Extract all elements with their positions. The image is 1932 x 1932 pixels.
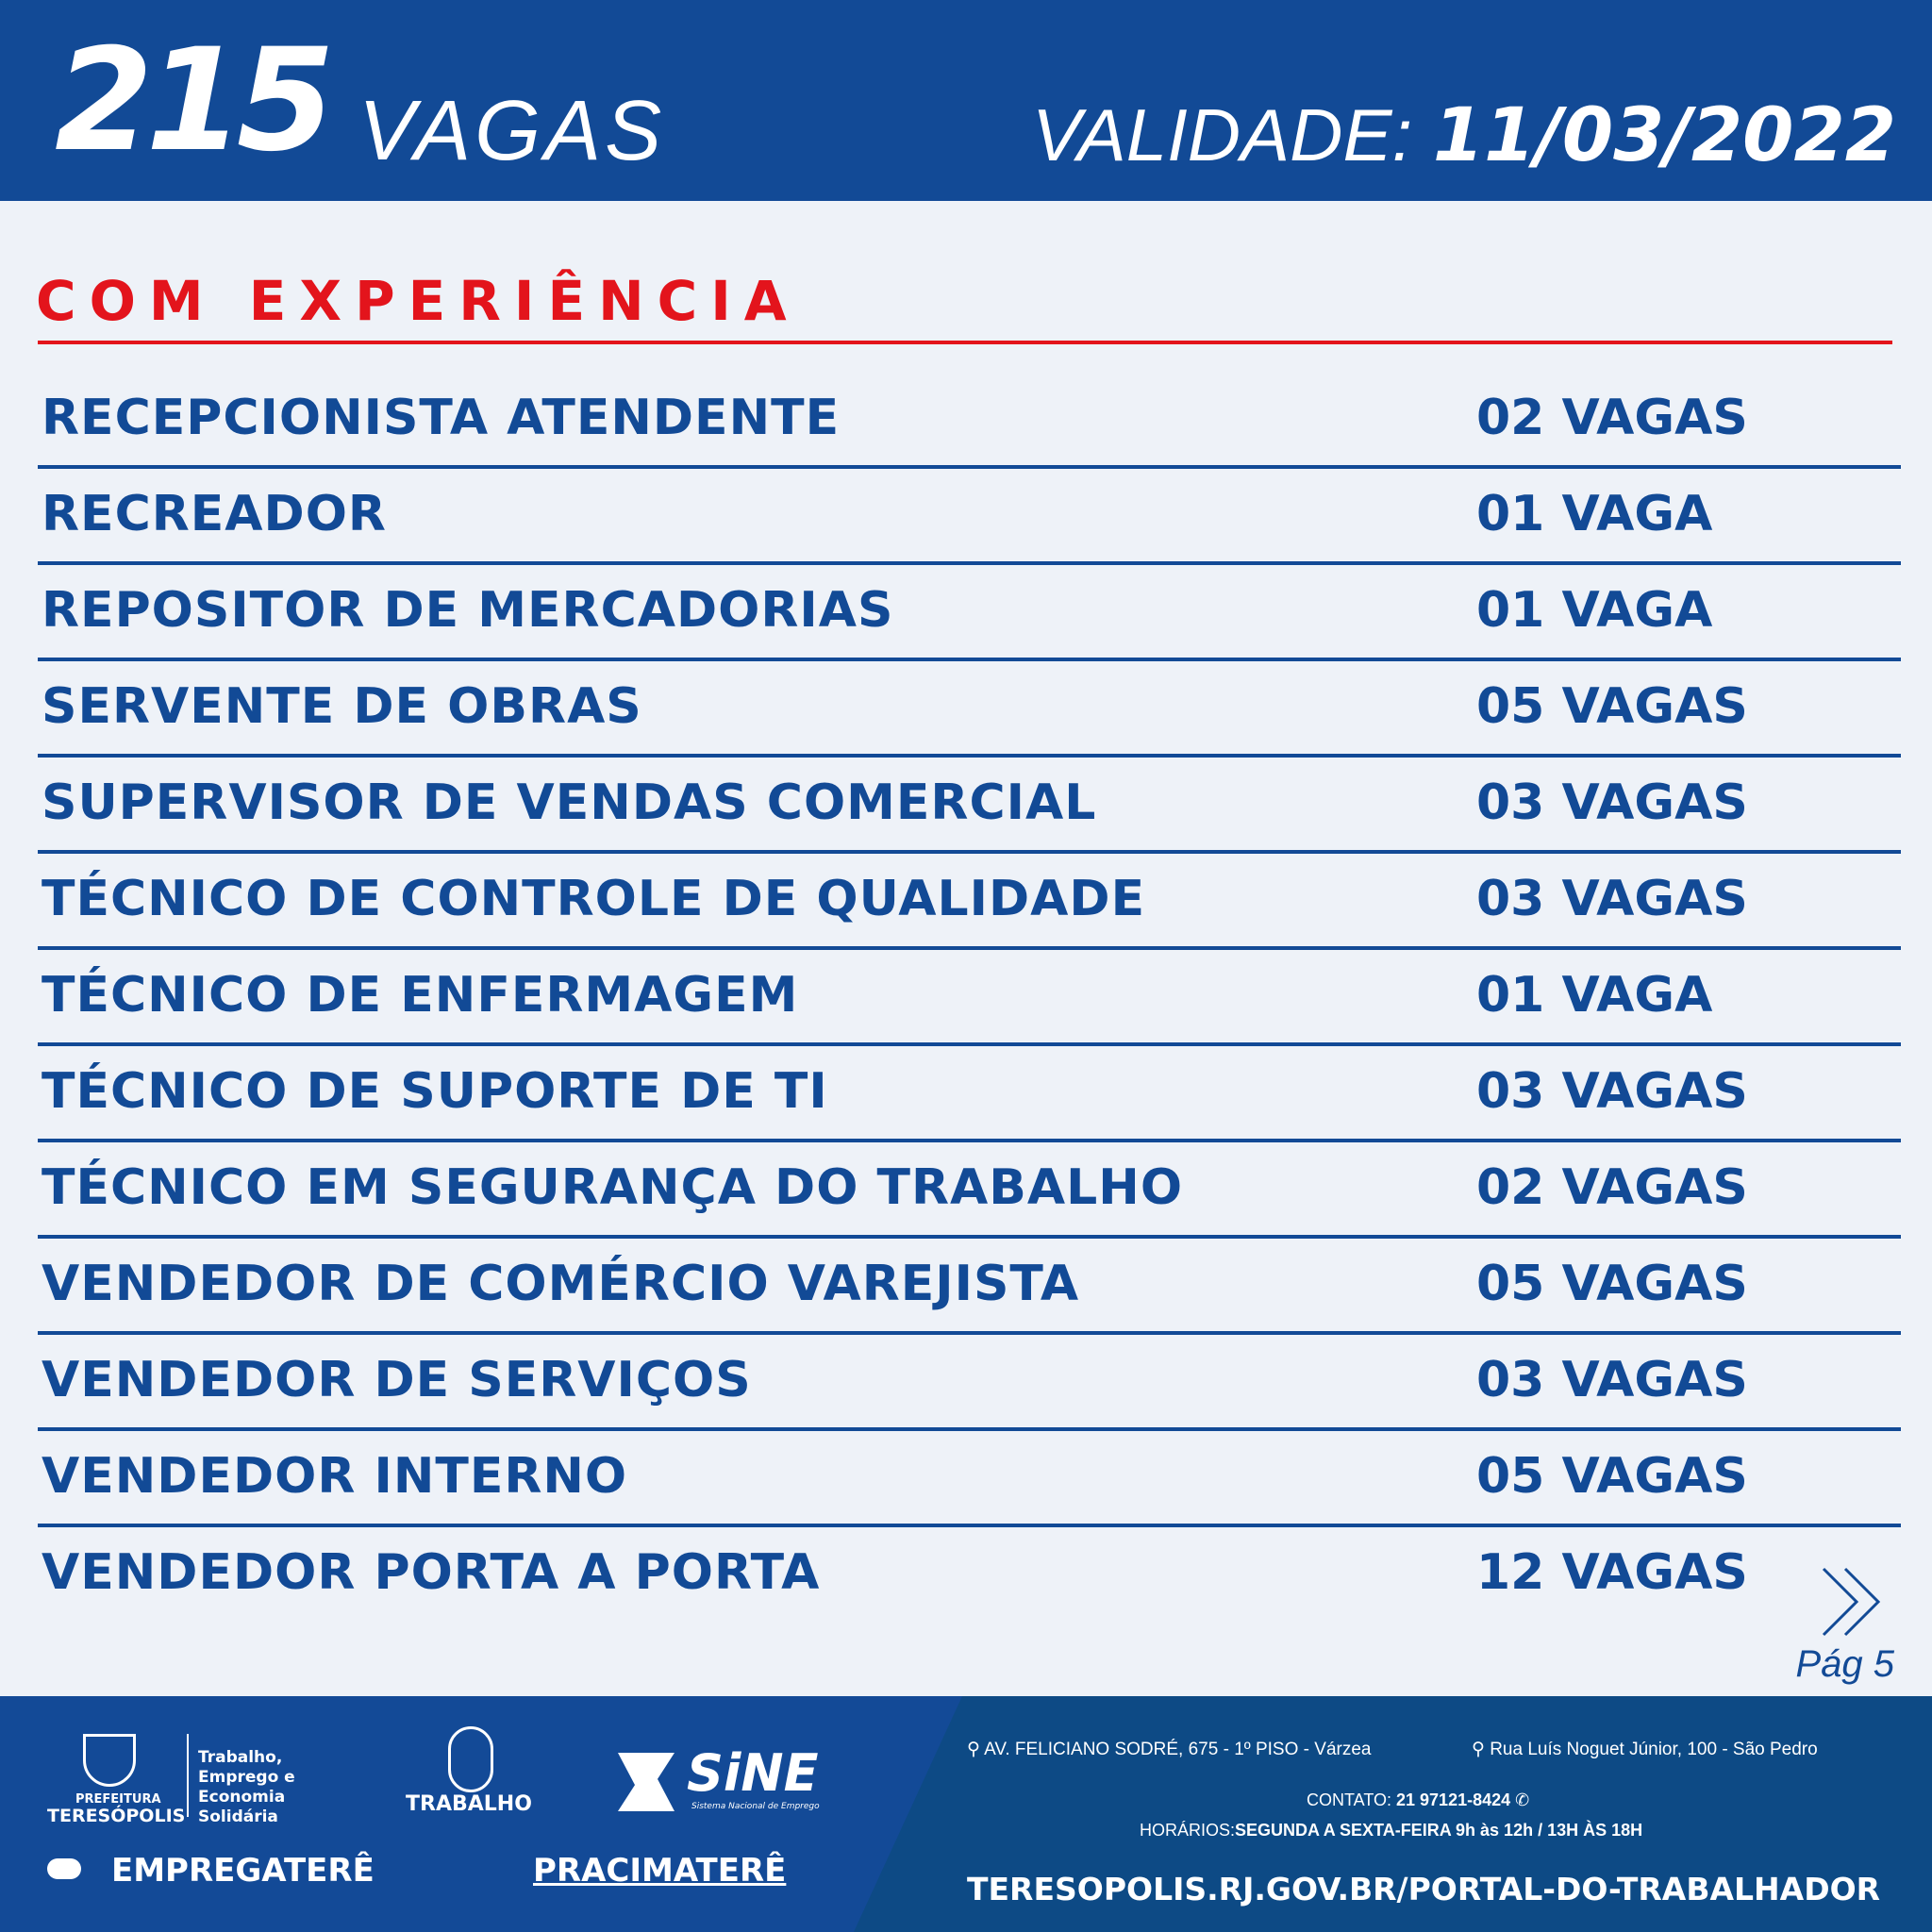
- job-vacancies: 02 VAGAS: [1476, 1159, 1748, 1216]
- whatsapp-icon: ✆: [1510, 1790, 1530, 1809]
- job-vacancies: 05 VAGAS: [1476, 1448, 1748, 1505]
- logo-divider: [187, 1734, 189, 1817]
- job-title: RECREADOR: [42, 486, 387, 542]
- secretaria-label: Trabalho, Emprego e Economia Solidária: [198, 1748, 295, 1826]
- job-row: SERVENTE DE OBRAS 05 VAGAS: [38, 661, 1901, 758]
- job-row: VENDEDOR INTERNO 05 VAGAS: [38, 1431, 1901, 1527]
- address-1-text: AV. FELICIANO SODRÉ, 675 - 1º PISO - Vár…: [984, 1740, 1372, 1759]
- job-row: RECEPCIONISTA ATENDENTE 02 VAGAS: [38, 373, 1901, 469]
- prefeitura-label: PREFEITURA: [75, 1792, 161, 1807]
- job-title: VENDEDOR DE COMÉRCIO VAREJISTA: [42, 1256, 1080, 1312]
- job-vacancies: 02 VAGAS: [1476, 390, 1748, 446]
- job-row: REPOSITOR DE MERCADORIAS 01 VAGA: [38, 565, 1901, 661]
- job-row: VENDEDOR PORTA A PORTA 12 VAGAS: [38, 1527, 1901, 1624]
- location-pin-icon: ⚲: [1472, 1740, 1485, 1759]
- job-row: SUPERVISOR DE VENDAS COMERCIAL 03 VAGAS: [38, 758, 1901, 854]
- validity-date: 11/03/2022: [1432, 93, 1896, 178]
- job-vacancies: 03 VAGAS: [1476, 774, 1748, 831]
- empregatere-icon: [47, 1858, 81, 1879]
- vacancy-count-label: VAGAS: [358, 84, 666, 178]
- job-vacancies: 03 VAGAS: [1476, 871, 1748, 927]
- job-title: TÉCNICO DE CONTROLE DE QUALIDADE: [42, 871, 1146, 927]
- pracimatere-logo: PRACIMATERÊ: [533, 1852, 787, 1890]
- job-row: VENDEDOR DE COMÉRCIO VAREJISTA 05 VAGAS: [38, 1239, 1901, 1335]
- job-vacancies: 03 VAGAS: [1476, 1063, 1748, 1120]
- sine-logo: SiNE: [687, 1743, 819, 1803]
- footer: PREFEITURA TERESÓPOLIS Trabalho, Emprego…: [0, 1696, 1932, 1932]
- hours-value: SEGUNDA A SEXTA-FEIRA 9h às 12h / 13H ÀS…: [1235, 1821, 1643, 1840]
- location-pin-icon: ⚲: [967, 1740, 980, 1759]
- section-divider: [38, 341, 1892, 344]
- trabalho-label: TRABALHO: [406, 1792, 532, 1816]
- job-vacancies: 01 VAGA: [1476, 967, 1713, 1024]
- job-title: TÉCNICO DE ENFERMAGEM: [42, 967, 799, 1024]
- hours-label: HORÁRIOS:: [1140, 1821, 1236, 1840]
- job-list: RECEPCIONISTA ATENDENTE 02 VAGAS RECREADOR…: [38, 373, 1901, 1624]
- job-vacancies: 01 VAGA: [1476, 582, 1713, 639]
- job-title: TÉCNICO DE SUPORTE DE TI: [42, 1063, 828, 1120]
- validity-label: VALIDADE:: [1031, 93, 1413, 176]
- job-title: VENDEDOR INTERNO: [42, 1448, 628, 1505]
- prefeitura-crest-icon: [83, 1734, 136, 1787]
- job-row: TÉCNICO DE SUPORTE DE TI 03 VAGAS: [38, 1046, 1901, 1142]
- job-title: RECEPCIONISTA ATENDENTE: [42, 390, 841, 446]
- address-2-text: Rua Luís Noguet Júnior, 100 - São Pedro: [1490, 1740, 1818, 1759]
- contact: CONTATO: 21 97121-8424 ✆: [1307, 1790, 1529, 1810]
- job-title: SUPERVISOR DE VENDAS COMERCIAL: [42, 774, 1097, 831]
- empregatere-logo: EMPREGATERÊ: [111, 1852, 375, 1890]
- vacancy-count: 215: [55, 19, 335, 183]
- job-row: TÉCNICO DE ENFERMAGEM 01 VAGA: [38, 950, 1901, 1046]
- contact-label: CONTATO:: [1307, 1790, 1391, 1809]
- job-vacancies: 05 VAGAS: [1476, 1256, 1748, 1312]
- address-1: ⚲ AV. FELICIANO SODRÉ, 675 - 1º PISO - V…: [967, 1739, 1371, 1760]
- hours: HORÁRIOS:SEGUNDA A SEXTA-FEIRA 9h às 12h…: [1140, 1821, 1642, 1840]
- header: 215 VAGAS VALIDADE: 11/03/2022: [0, 0, 1932, 201]
- teresopolis-label: TERESÓPOLIS: [47, 1806, 186, 1826]
- job-title: SERVENTE DE OBRAS: [42, 678, 642, 735]
- sine-subtitle: Sistema Nacional de Emprego: [691, 1802, 820, 1811]
- contact-phone[interactable]: 21 97121-8424: [1396, 1790, 1511, 1809]
- job-title: REPOSITOR DE MERCADORIAS: [42, 582, 894, 639]
- job-title: VENDEDOR DE SERVIÇOS: [42, 1352, 752, 1408]
- job-title: VENDEDOR PORTA A PORTA: [42, 1544, 821, 1601]
- job-row: TÉCNICO DE CONTROLE DE QUALIDADE 03 VAGAS: [38, 854, 1901, 950]
- job-vacancies: 01 VAGA: [1476, 486, 1713, 542]
- job-row: RECREADOR 01 VAGA: [38, 469, 1901, 565]
- double-chevron-right-icon[interactable]: [1819, 1564, 1885, 1640]
- section-title: COM EXPERIÊNCIA: [36, 269, 800, 333]
- validity: VALIDADE: 11/03/2022: [1032, 92, 1896, 178]
- job-vacancies: 12 VAGAS: [1476, 1544, 1748, 1601]
- job-row: VENDEDOR DE SERVIÇOS 03 VAGAS: [38, 1335, 1901, 1431]
- job-title: TÉCNICO EM SEGURANÇA DO TRABALHO: [42, 1159, 1184, 1216]
- trabalho-crest-icon: [448, 1726, 493, 1792]
- portal-url[interactable]: TERESOPOLIS.RJ.GOV.BR/PORTAL-DO-TRABALHA…: [967, 1871, 1881, 1907]
- job-vacancies: 05 VAGAS: [1476, 678, 1748, 735]
- page-number: Pág 5: [1795, 1643, 1894, 1685]
- job-row: TÉCNICO EM SEGURANÇA DO TRABALHO 02 VAGAS: [38, 1142, 1901, 1239]
- address-2: ⚲ Rua Luís Noguet Júnior, 100 - São Pedr…: [1472, 1739, 1818, 1760]
- job-vacancies: 03 VAGAS: [1476, 1352, 1748, 1408]
